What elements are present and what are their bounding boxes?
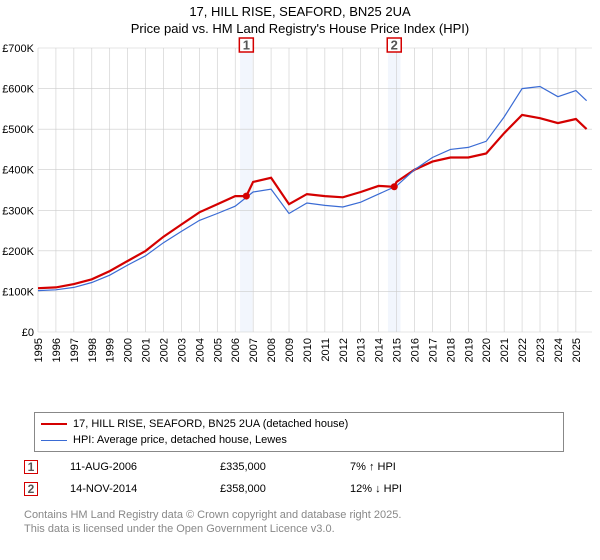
y-tick-label: £500K [2,124,34,136]
x-tick-label: 2025 [571,338,583,362]
x-tick-label: 2000 [123,338,135,362]
event-delta: 7% ↑ HPI [350,461,470,473]
y-tick-label: £600K [2,84,34,96]
event-dot [243,193,250,200]
attribution-line: Contains HM Land Registry data © Crown c… [24,508,584,522]
x-tick-label: 2022 [517,338,529,362]
x-tick-label: 1997 [69,338,81,362]
y-tick-label: £400K [2,165,34,177]
legend-item: 17, HILL RISE, SEAFORD, BN25 2UA (detach… [41,416,557,432]
event-date: 11-AUG-2006 [70,461,200,473]
x-tick-label: 2013 [356,338,368,362]
x-tick-label: 2017 [427,338,439,362]
event-price: £335,000 [220,461,330,473]
x-tick-label: 2004 [194,338,206,362]
x-tick-label: 2008 [266,338,278,362]
x-tick-label: 1995 [33,338,45,362]
event-dot [391,183,398,190]
legend-swatch [41,423,67,425]
x-tick-label: 2024 [553,338,565,362]
chart-title-block: 17, HILL RISE, SEAFORD, BN25 2UA Price p… [0,0,600,38]
y-tick-label: £300K [2,205,34,217]
event-band [240,48,253,332]
event-delta: 12% ↓ HPI [350,483,470,495]
x-tick-label: 2015 [392,338,404,362]
x-tick-label: 2020 [481,338,493,362]
legend: 17, HILL RISE, SEAFORD, BN25 2UA (detach… [34,412,564,452]
x-tick-label: 2011 [320,338,332,362]
y-tick-label: £200K [2,246,34,258]
x-tick-label: 2019 [463,338,475,362]
event-price: £358,000 [220,483,330,495]
event-marker-badge: 1 [24,460,38,474]
x-tick-label: 1998 [87,338,99,362]
event-date: 14-NOV-2014 [70,483,200,495]
event-marker-label: 2 [391,38,398,53]
x-tick-label: 2016 [410,338,422,362]
event-marker-badge: 2 [24,482,38,496]
y-tick-label: £100K [2,286,34,298]
legend-label: 17, HILL RISE, SEAFORD, BN25 2UA (detach… [73,418,348,430]
chart-title: 17, HILL RISE, SEAFORD, BN25 2UA [0,0,600,21]
x-tick-label: 2001 [141,338,153,362]
event-row: 2 14-NOV-2014 £358,000 12% ↓ HPI [24,478,584,500]
attribution: Contains HM Land Registry data © Crown c… [24,508,584,537]
x-tick-label: 1999 [105,338,117,362]
x-tick-label: 2007 [248,338,260,362]
x-tick-label: 2012 [338,338,350,362]
y-tick-label: £0 [22,327,34,339]
x-tick-label: 2009 [284,338,296,362]
x-tick-label: 2002 [159,338,171,362]
legend-swatch [41,440,67,441]
x-tick-label: 2010 [302,338,314,362]
x-tick-label: 2005 [212,338,224,362]
events-table: 1 11-AUG-2006 £335,000 7% ↑ HPI 2 14-NOV-2014… [24,456,584,500]
x-tick-label: 2006 [230,338,242,362]
x-tick-label: 2018 [445,338,457,362]
event-row: 1 11-AUG-2006 £335,000 7% ↑ HPI [24,456,584,478]
attribution-line: This data is licensed under the Open Gov… [24,522,584,536]
y-tick-label: £700K [2,43,34,55]
chart-container: £0 £100K £200K £300K £400K £500K £600K £700K 199… [0,36,600,406]
event-marker-label: 1 [243,38,250,53]
legend-item: HPI: Average price, detached house, Lewe… [41,432,557,448]
legend-label: HPI: Average price, detached house, Lewe… [73,434,287,446]
x-tick-label: 2014 [374,338,386,362]
x-tick-label: 2023 [535,338,547,362]
x-tick-label: 1996 [51,338,63,362]
x-tick-label: 2021 [499,338,511,362]
line-chart: £0 £100K £200K £300K £400K £500K £600K £700K 199… [0,36,600,406]
x-tick-label: 2003 [176,338,188,362]
